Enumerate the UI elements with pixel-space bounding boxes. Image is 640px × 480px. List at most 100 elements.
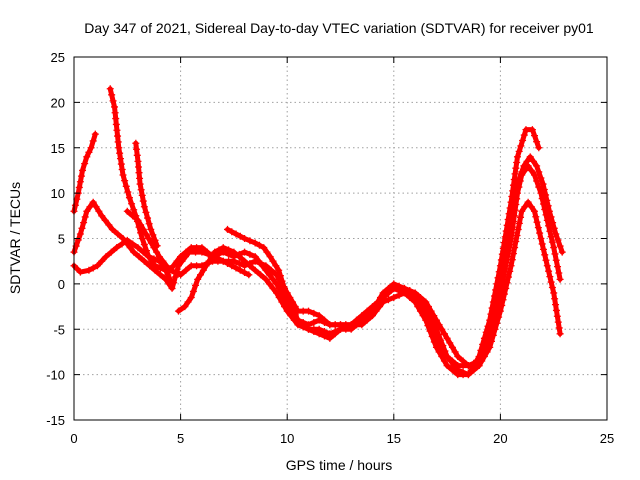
data-point [83, 153, 91, 161]
data-point [177, 271, 185, 279]
data-point [98, 257, 106, 265]
data-point [467, 366, 475, 374]
data-point [424, 322, 432, 330]
data-point [504, 244, 512, 252]
data-point [491, 303, 499, 311]
data-series [132, 139, 161, 250]
data-point [273, 280, 281, 288]
data-point [542, 256, 550, 264]
data-point [498, 274, 506, 282]
data-point [177, 253, 185, 261]
data-point [92, 203, 100, 211]
data-point [181, 303, 189, 311]
data-point [374, 298, 382, 306]
data-point [543, 262, 551, 270]
data-point [165, 280, 173, 288]
data-point [291, 312, 299, 320]
data-point [155, 253, 163, 261]
data-point [406, 287, 414, 295]
data-point [117, 160, 125, 168]
data-point [538, 240, 546, 248]
data-point [517, 142, 525, 150]
data-point [119, 171, 127, 179]
data-point [76, 230, 84, 238]
data-point [310, 318, 318, 326]
data-point [519, 136, 527, 144]
data-point [554, 263, 562, 271]
data-point [144, 214, 152, 222]
data-point [245, 271, 253, 279]
data-point [225, 250, 233, 258]
data-point [278, 277, 286, 285]
data-point [516, 174, 524, 182]
data-point [520, 131, 528, 139]
data-point [89, 137, 97, 145]
data-point [390, 293, 398, 301]
data-point [315, 330, 323, 338]
data-point [482, 336, 490, 344]
data-point [454, 352, 462, 360]
data-point [310, 309, 318, 317]
data-point [269, 275, 277, 283]
data-point [480, 341, 488, 349]
data-point [151, 236, 159, 244]
data-point [524, 198, 532, 206]
data-point [262, 275, 270, 283]
data-point [174, 307, 182, 315]
data-point [518, 168, 526, 176]
data-point [451, 348, 459, 356]
data-point [384, 296, 392, 304]
data-point [539, 245, 547, 253]
data-point [508, 256, 516, 264]
data-point [146, 262, 154, 270]
data-point [73, 195, 81, 203]
data-point [486, 325, 494, 333]
data-point [89, 198, 97, 206]
data-point [265, 280, 273, 288]
data-point [232, 264, 240, 272]
data-point [108, 225, 116, 233]
data-point [129, 240, 137, 248]
data-point [260, 244, 268, 252]
data-point [464, 362, 472, 370]
data-point [513, 153, 521, 161]
data-point [513, 158, 521, 166]
data-point [236, 232, 244, 240]
data-point [531, 171, 539, 179]
data-point [513, 186, 521, 194]
data-point [78, 224, 86, 232]
data-point [228, 228, 236, 236]
data-point [251, 239, 259, 247]
data-point [554, 236, 562, 244]
data-point [464, 371, 472, 379]
data-point [331, 330, 339, 338]
data-point [310, 328, 318, 336]
data-point [553, 312, 561, 320]
data-point [133, 151, 141, 159]
data-point [262, 266, 270, 274]
data-point [202, 262, 210, 270]
data-point [499, 268, 507, 276]
data-point [551, 250, 559, 258]
data-point [71, 201, 79, 209]
data-point [441, 347, 449, 355]
data-point [265, 271, 273, 279]
data-point [416, 307, 424, 315]
data-point [230, 253, 238, 261]
data-point [432, 325, 440, 333]
data-point [86, 203, 94, 211]
data-point [432, 343, 440, 351]
data-point [527, 203, 535, 211]
data-point [162, 262, 170, 270]
data-point [255, 241, 263, 249]
data-point [552, 256, 560, 264]
data-point [140, 257, 148, 265]
data-point [255, 257, 263, 265]
data-point [419, 312, 427, 320]
data-point [138, 191, 146, 199]
y-tick-label: 0 [58, 277, 65, 292]
data-point [93, 262, 101, 270]
data-point [513, 180, 521, 188]
data-point [128, 200, 136, 208]
